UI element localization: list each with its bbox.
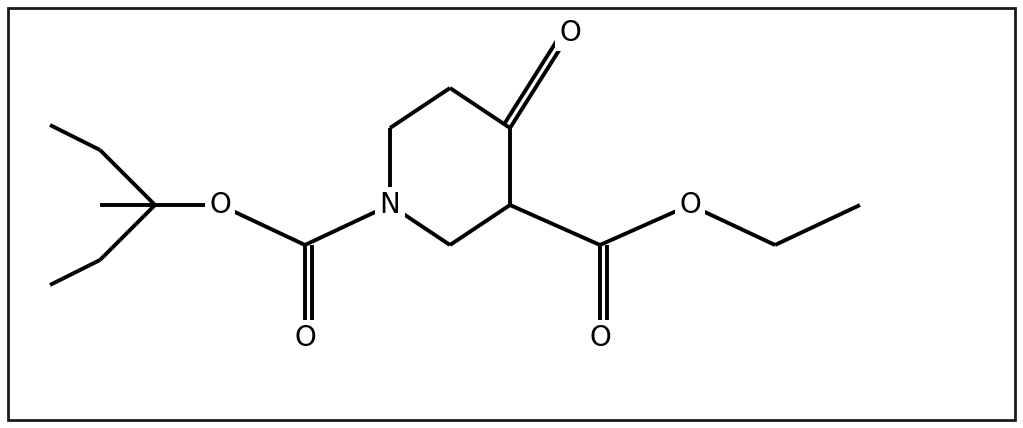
Text: O: O — [589, 324, 611, 352]
Text: N: N — [380, 191, 400, 219]
Text: O: O — [209, 191, 231, 219]
Text: O: O — [679, 191, 701, 219]
Text: O: O — [560, 19, 581, 47]
Text: O: O — [295, 324, 316, 352]
